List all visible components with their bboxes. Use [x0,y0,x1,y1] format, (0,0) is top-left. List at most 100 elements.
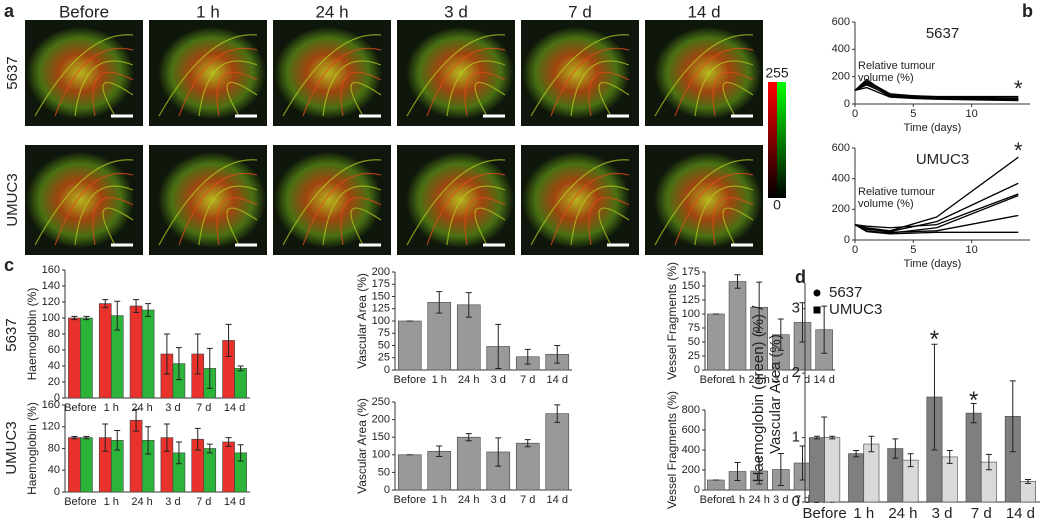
error-bar [83,436,90,440]
y-tick-label: 75 [688,322,700,334]
photo-vessel [474,81,506,117]
bar [809,437,825,503]
bar [141,309,155,399]
x-tick-label: 7 d [520,494,535,506]
y-tick-label: 1 [792,429,800,446]
y-tick-label: 400 [682,444,700,456]
colorbar-red [768,82,777,198]
y-tick-label: 3 [792,300,800,317]
bar [728,281,747,371]
y-tick-label: 120 [42,421,60,433]
bar [129,305,143,399]
photo-vessel [92,71,134,117]
x-tick-label: 24 h [748,494,769,506]
error-bar [133,299,140,313]
x-tick-label: Before [700,374,732,386]
x-tick-label: 1 h [730,494,745,506]
photo-vessel [226,81,258,117]
x-tick-label: 24 h [458,374,479,386]
error-bar [114,430,121,451]
panel-letter: d [795,267,806,287]
error-bar [777,318,784,351]
photo-vessel [54,47,134,117]
x-tick-label: 7 d [795,494,810,506]
y-tick-label: 160 [42,399,60,411]
y-tick-label: 200 [832,203,850,215]
column-header: Before [59,2,109,21]
x-tick-label: Before [802,505,846,522]
x-tick-label: 7 d [971,505,992,522]
y-tick-label: 150 [682,280,700,292]
error-bar [175,441,182,465]
error-bar [465,292,472,318]
photo-vessel [654,34,754,117]
error-bar [853,449,860,458]
photo-vessel [712,197,754,246]
y-tick-label: 0 [384,484,390,496]
x-axis-label: Time (days) [904,258,962,270]
photo-vessel [446,60,506,117]
photo-vessel [550,173,630,246]
x-tick-label: 10 [966,108,978,120]
error-bar [102,423,109,452]
y-tick-label: 0 [844,234,850,246]
annotation: * [969,387,978,414]
error-bar [734,274,741,289]
y-tick-label: 200 [372,266,390,278]
photo-vessel [446,185,506,246]
x-tick-label: Before [394,374,426,386]
error-bar [465,433,472,442]
photo-tumour [273,151,383,249]
y-tick-label: 800 [682,404,700,416]
photo-vessel [464,197,506,246]
photo-tumour [521,26,631,120]
x-tick-label: 14 d [547,494,568,506]
error-bar [970,402,977,424]
photo-vessel [34,159,134,246]
photo-vessel [464,71,506,117]
x-tick-label: Before [700,494,732,506]
bar [80,317,93,399]
y-tick-label: 600 [832,16,850,28]
error-bar [892,438,899,459]
error-bar [163,333,170,375]
x-tick-label: Before [394,494,426,506]
bar [707,313,725,371]
error-bar [756,281,763,333]
row-label: 5637 [3,318,20,351]
error-bar [1009,380,1016,453]
photo-tumour [405,26,515,120]
y-axis-label: Haemoglobin (%) [25,288,39,381]
x-tick-label: 1 h [104,496,119,508]
error-bar [554,345,561,364]
error-bar [225,323,232,357]
photo-vessel [102,207,134,246]
line [854,79,1019,100]
bar [848,453,865,503]
x-tick-label: 3 d [773,494,788,506]
error-bar [133,408,140,432]
photo-vessel [302,173,382,246]
line [854,82,1019,101]
y-tick-label: 2 [792,364,800,381]
x-tick-label: 0 [852,244,858,256]
error-bar [907,453,914,468]
annotation: * [930,326,939,353]
y-tick-label: 200 [682,464,700,476]
photo-vessel [54,173,134,246]
error-bar [436,445,443,458]
bar [98,303,112,399]
bar [707,479,725,491]
photo-vessel [588,197,630,246]
x-tick-label: 14 d [224,402,245,414]
photo-tumour [157,26,267,120]
bar [80,437,93,493]
error-bar [83,315,90,321]
y-tick-label: 40 [48,360,60,372]
photo-vessel [694,60,754,117]
panel-letter: b [1022,1,1033,21]
error-bar [71,315,78,321]
y-axis-label: Relative tumour volume (%) [858,186,936,210]
annotation: * [1014,138,1023,163]
error-bar [821,305,828,354]
